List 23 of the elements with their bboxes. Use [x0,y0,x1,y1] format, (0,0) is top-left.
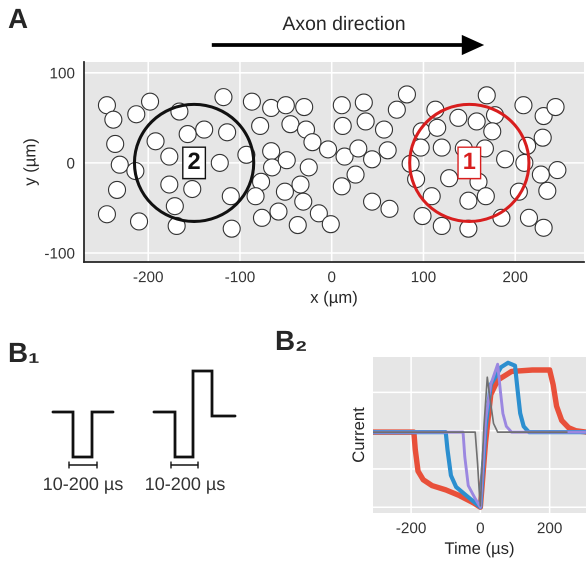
x-tick-label: 100 [412,271,436,282]
annotation: 1 [464,152,476,170]
x-tick-label: -200 [396,522,426,534]
x-tick-label: -100 [225,271,255,282]
x-tick-label: 0 [476,522,484,534]
text: 10-200 µs [44,477,123,494]
text: B₁ [10,342,39,363]
chart-title: A [8,8,28,28]
chart-title: B₂ [276,330,306,351]
y-tick-label: -100 [45,248,74,259]
y-tick-label: 0 [67,158,74,169]
y-axis-title: Current [352,407,364,462]
text: Axon direction [282,16,404,30]
x-tick-label: 0 [328,271,336,282]
x-axis-title: x (µm) [310,290,357,306]
x-tick-label: -200 [134,271,163,282]
y-tick-label: 100 [50,68,74,78]
annotation: 2 [188,152,200,170]
x-tick-label: 200 [503,271,528,282]
x-tick-label: 200 [538,522,562,534]
text: 10-200 µs [146,477,225,494]
x-axis-title: Time (µs) [444,542,514,558]
y-axis-title: y (µm) [23,139,39,186]
